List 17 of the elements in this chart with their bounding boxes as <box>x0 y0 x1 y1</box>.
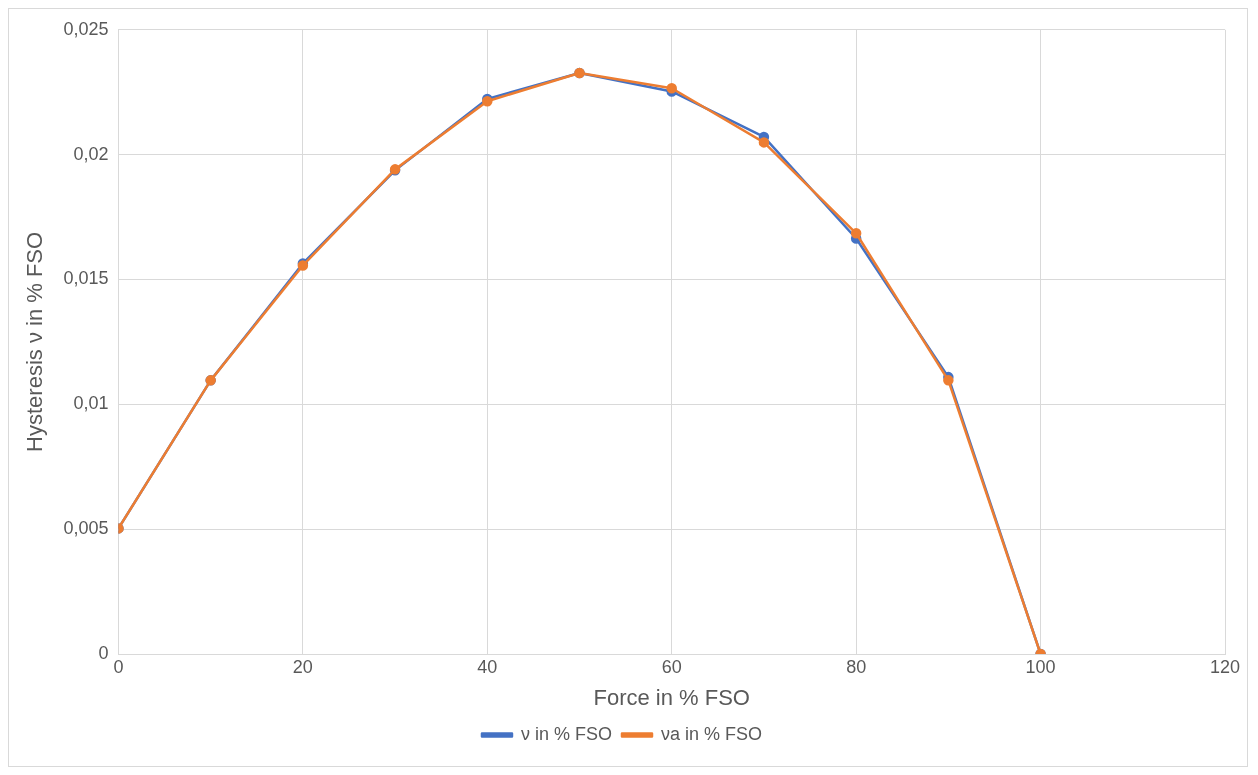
y-tick-label: 0,015 <box>63 268 109 289</box>
x-tick-label: 120 <box>1209 656 1241 677</box>
x-tick-label: 0 <box>113 656 124 677</box>
y-tick-label: 0,005 <box>63 518 109 539</box>
y-tick-label: 0,025 <box>63 18 109 39</box>
x-tick-label: 80 <box>846 656 867 677</box>
y-tick-label: 0 <box>98 642 109 663</box>
legend-label: νa in % FSO <box>660 723 763 744</box>
x-tick-label: 20 <box>292 656 313 677</box>
x-tick-label: 100 <box>1025 656 1056 677</box>
legend-label: ν in % FSO <box>520 723 613 744</box>
x-axis-title: Force in % FSO <box>593 684 750 710</box>
y-tick-label: 0,01 <box>73 393 109 414</box>
y-axis-title: Hysteresis ν in % FSO <box>22 231 48 452</box>
x-tick-label: 40 <box>477 656 498 677</box>
x-tick-label: 60 <box>661 656 682 677</box>
y-tick-label: 0,02 <box>73 143 109 164</box>
